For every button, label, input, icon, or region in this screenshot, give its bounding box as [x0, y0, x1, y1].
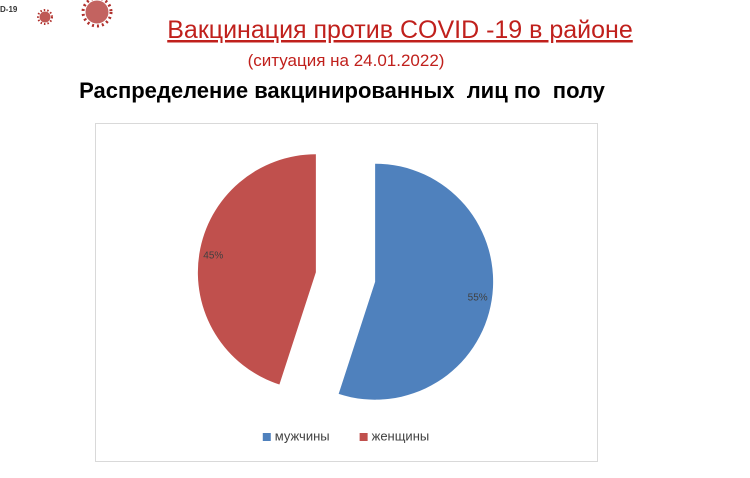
pie-slice [197, 154, 316, 385]
data-label: 45% [203, 251, 223, 262]
legend-label: женщины [372, 428, 430, 443]
legend-label: мужчины [275, 428, 330, 443]
chart-title: Распределение вакцинированных лиц по пол… [79, 78, 606, 103]
chart-frame [95, 123, 598, 462]
slide-title: Вакцинация против COVID -19 в районе [167, 16, 633, 44]
corner-text: D-19 [0, 5, 18, 14]
slide-subtitle: (ситуация на 24.01.2022) [248, 51, 445, 70]
virus-icon [37, 0, 113, 28]
pie-slice [338, 163, 494, 400]
data-label: 55% [468, 293, 488, 304]
legend-swatch [262, 433, 271, 441]
legend-swatch [359, 433, 368, 441]
